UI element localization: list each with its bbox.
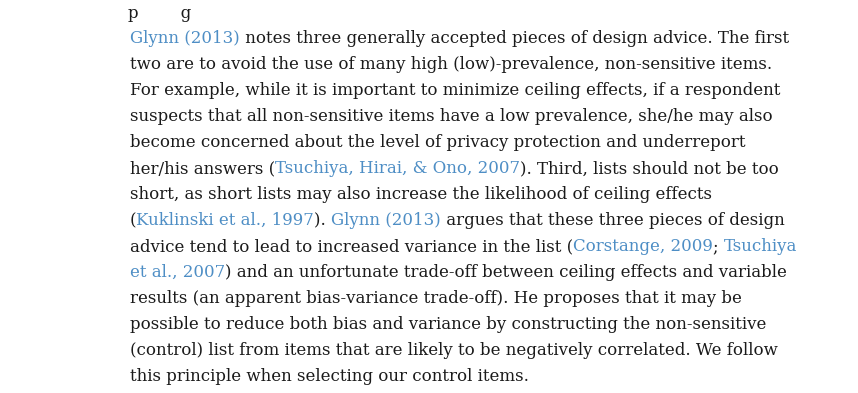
Text: advice tend to lead to increased variance in the list (: advice tend to lead to increased varianc… xyxy=(130,238,573,255)
Text: become concerned about the level of privacy protection and underreport: become concerned about the level of priv… xyxy=(130,134,746,151)
Text: ).: ). xyxy=(314,212,331,229)
Text: Tsuchiya: Tsuchiya xyxy=(724,238,797,255)
Text: results (an apparent bias-variance trade-off). He proposes that it may be: results (an apparent bias-variance trade… xyxy=(130,290,742,307)
Text: For example, while it is important to minimize ceiling effects, if a respondent: For example, while it is important to mi… xyxy=(130,82,781,99)
Text: (: ( xyxy=(130,212,136,229)
Text: ). Third, lists should not be too: ). Third, lists should not be too xyxy=(520,160,779,177)
Text: Tsuchiya, Hirai, & Ono, 2007: Tsuchiya, Hirai, & Ono, 2007 xyxy=(275,160,520,177)
Text: Glynn (2013): Glynn (2013) xyxy=(331,212,441,229)
Text: p        g: p g xyxy=(128,5,191,22)
Text: possible to reduce both bias and variance by constructing the non-sensitive: possible to reduce both bias and varianc… xyxy=(130,316,766,333)
Text: ;: ; xyxy=(713,238,724,255)
Text: notes three generally accepted pieces of design advice. The first: notes three generally accepted pieces of… xyxy=(239,30,789,47)
Text: Kuklinski et al., 1997: Kuklinski et al., 1997 xyxy=(136,212,314,229)
Text: ) and an unfortunate trade-off between ceiling effects and variable: ) and an unfortunate trade-off between c… xyxy=(226,264,787,281)
Text: this principle when selecting our control items.: this principle when selecting our contro… xyxy=(130,368,529,385)
Text: et al., 2007: et al., 2007 xyxy=(130,264,226,281)
Text: her/his answers (: her/his answers ( xyxy=(130,160,275,177)
Text: suspects that all non-sensitive items have a low prevalence, she/he may also: suspects that all non-sensitive items ha… xyxy=(130,108,772,125)
Text: Glynn (2013): Glynn (2013) xyxy=(130,30,239,47)
Text: two are to avoid the use of many high (low)-prevalence, non-sensitive items.: two are to avoid the use of many high (l… xyxy=(130,56,772,73)
Text: short, as short lists may also increase the likelihood of ceiling effects: short, as short lists may also increase … xyxy=(130,186,712,203)
Text: Corstange, 2009: Corstange, 2009 xyxy=(573,238,713,255)
Text: (control) list from items that are likely to be negatively correlated. We follow: (control) list from items that are likel… xyxy=(130,342,778,359)
Text: argues that these three pieces of design: argues that these three pieces of design xyxy=(441,212,785,229)
